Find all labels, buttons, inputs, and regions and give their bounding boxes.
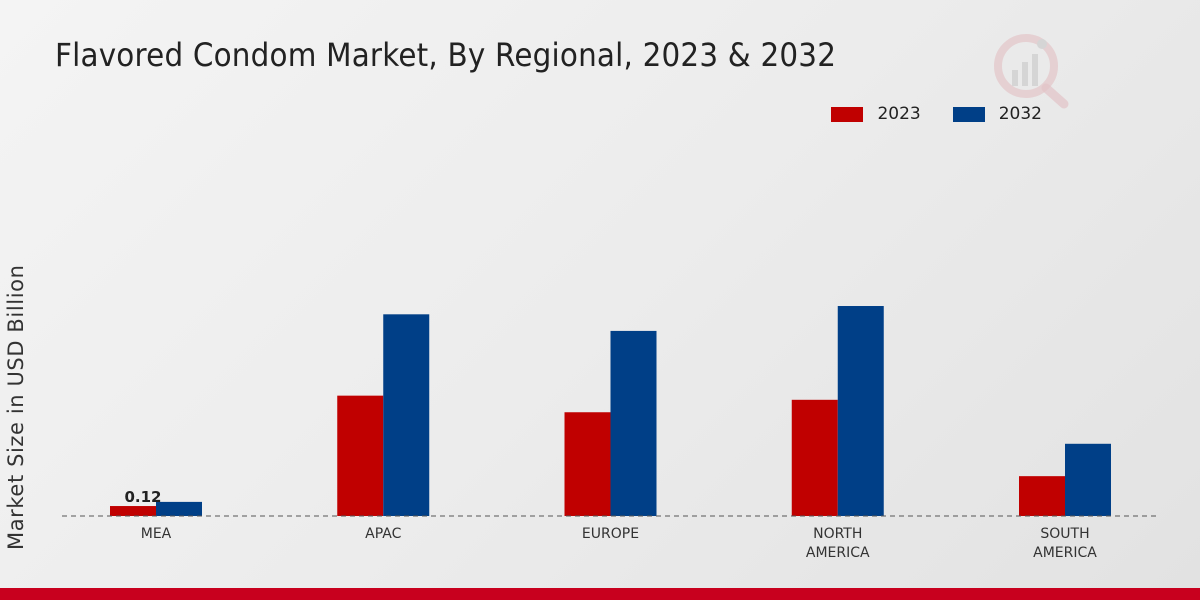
legend-item-2023[interactable]: 2023 bbox=[831, 104, 921, 124]
x-tick-label: SOUTH bbox=[1040, 526, 1089, 542]
bar-2032-north-america[interactable] bbox=[837, 306, 884, 516]
legend-label-2023: 2023 bbox=[877, 104, 921, 124]
legend: 2023 2032 bbox=[831, 104, 1042, 124]
bar-2023-apac[interactable] bbox=[337, 395, 384, 516]
x-tick-label: APAC bbox=[365, 526, 401, 542]
legend-label-2032: 2032 bbox=[998, 104, 1042, 124]
bar-2032-mea[interactable] bbox=[156, 501, 202, 516]
bar-2023-north-america[interactable] bbox=[791, 399, 838, 516]
legend-item-2032[interactable]: 2032 bbox=[952, 104, 1042, 124]
x-tick-label: NORTH bbox=[813, 526, 862, 542]
chart-title: Flavored Condom Market, By Regional, 202… bbox=[55, 36, 837, 74]
x-tick-label: MEA bbox=[141, 526, 172, 542]
bar-2032-europe[interactable] bbox=[610, 330, 657, 516]
x-tick-label: AMERICA bbox=[806, 545, 870, 561]
bar-2023-europe[interactable] bbox=[564, 412, 611, 516]
bar-2023-south-america[interactable] bbox=[1019, 476, 1065, 516]
bar-2032-apac[interactable] bbox=[383, 314, 430, 516]
legend-swatch-2023 bbox=[831, 106, 864, 122]
bar-2032-south-america[interactable] bbox=[1065, 443, 1111, 516]
x-tick-label: AMERICA bbox=[1033, 545, 1097, 561]
watermark-logo-icon bbox=[994, 34, 1069, 109]
footer-bar bbox=[0, 588, 1200, 600]
bar-2023-mea[interactable] bbox=[110, 506, 156, 516]
legend-swatch-2032 bbox=[952, 106, 985, 122]
x-tick-label: EUROPE bbox=[582, 526, 639, 542]
data-label: 0.12 bbox=[124, 488, 161, 506]
